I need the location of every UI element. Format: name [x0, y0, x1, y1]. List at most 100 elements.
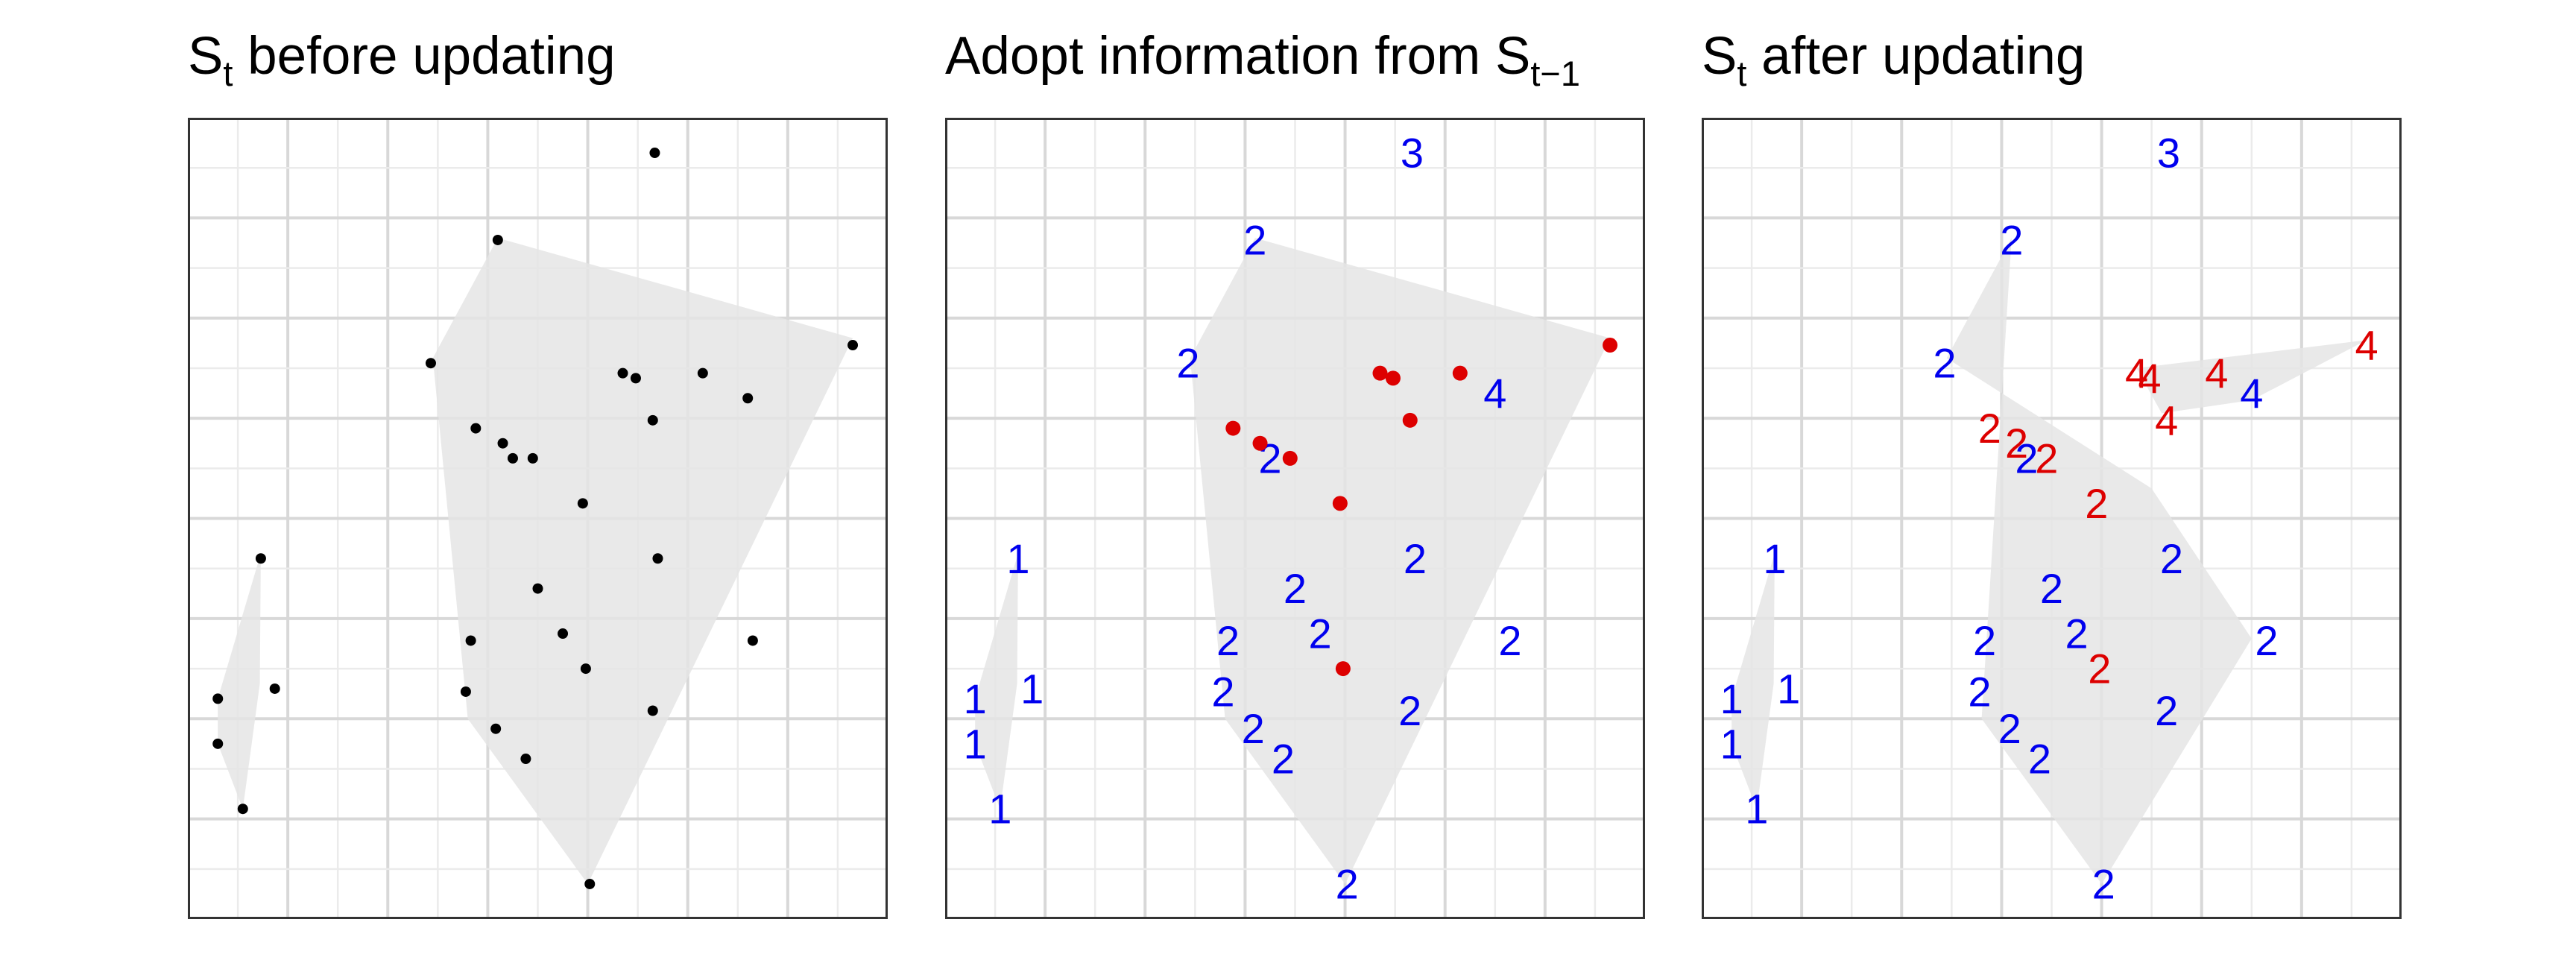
cluster-label: 2: [2065, 610, 2088, 657]
cluster-hull-2: [975, 553, 1018, 809]
panel-1-title: St before updating: [188, 27, 616, 91]
panel-border: [945, 118, 1645, 919]
data-point: [1252, 435, 1268, 451]
cluster-label: 2: [1272, 736, 1295, 783]
cluster-label: 4: [2155, 397, 2178, 443]
cluster-label: 1: [1020, 665, 1044, 712]
data-point: [425, 358, 436, 369]
panel-2-title-subscript: t−1: [1530, 54, 1580, 93]
cluster-label: 2: [1211, 668, 1234, 715]
data-point: [532, 583, 543, 594]
cluster-hull-2: [1731, 553, 1775, 809]
cluster-label: 2: [1284, 565, 1307, 612]
cluster-label: 2: [2092, 860, 2115, 907]
panel-border: [1702, 118, 2402, 919]
cluster-label: 2: [1968, 668, 1991, 715]
data-point: [649, 148, 660, 159]
cluster-label: 2: [2040, 565, 2063, 612]
panel-2-title-main: Adopt information from S: [945, 27, 1531, 86]
data-point: [492, 234, 503, 245]
data-point: [1282, 450, 1298, 466]
data-point: [1332, 496, 1348, 511]
cluster-label: 1: [1745, 786, 1768, 833]
cluster-label: 2: [1498, 617, 1521, 664]
data-point: [697, 367, 708, 379]
data-point: [847, 340, 859, 351]
panel-3-title-subscript: t: [1737, 54, 1747, 93]
data-point: [630, 373, 641, 384]
cluster-label: 2: [1404, 535, 1427, 582]
cluster-label: 2: [1243, 216, 1266, 263]
data-point: [1402, 412, 1418, 428]
cluster-label: 2: [1973, 617, 1996, 664]
data-point: [742, 393, 754, 404]
cluster-label: 4: [1483, 370, 1506, 417]
cluster-label: 1: [964, 675, 987, 722]
cluster-hull-2: [218, 553, 261, 809]
data-point: [558, 628, 569, 640]
cluster-hull-1: [1946, 238, 2252, 884]
data-point: [580, 663, 591, 675]
cluster-hull-1: [1190, 238, 1611, 884]
panel-1-title-rest: before updating: [233, 27, 616, 86]
data-point: [577, 498, 588, 509]
data-point: [617, 367, 628, 379]
cluster-label: 4: [2205, 350, 2228, 397]
data-point: [1335, 661, 1351, 677]
panel-1-title-subscript: t: [223, 54, 233, 93]
cluster-label: 2: [2255, 617, 2278, 664]
data-point: [647, 705, 658, 716]
cluster-label: 2: [2160, 535, 2183, 582]
cluster-label: 2: [1216, 617, 1240, 664]
data-point: [584, 878, 596, 889]
data-point: [1225, 420, 1241, 436]
cluster-label: 2: [1308, 610, 1331, 657]
cluster-hull-3: [2136, 340, 2367, 414]
cluster-label: 1: [1777, 665, 1800, 712]
cluster-label: 4: [2138, 355, 2161, 402]
cluster-label: 4: [2125, 350, 2148, 397]
cluster-label: 2: [2015, 435, 2038, 482]
cluster-label: 2: [2000, 216, 2023, 263]
data-point: [212, 693, 224, 704]
data-point: [652, 553, 663, 564]
cluster-label: 2: [1336, 860, 1359, 907]
data-point: [1452, 365, 1468, 381]
panel-1-title-main: S: [188, 27, 224, 86]
panel-border: [188, 118, 888, 919]
panel-3-title-rest: after updating: [1746, 27, 2086, 86]
cluster-label: 2: [1398, 687, 1421, 734]
cluster-label: 2: [2035, 435, 2058, 482]
panel-2-title: Adopt information from St−1: [945, 27, 1580, 91]
data-point: [269, 683, 280, 694]
data-point: [497, 438, 508, 449]
data-point: [1372, 365, 1388, 381]
data-point: [460, 686, 471, 697]
cluster-label: 1: [964, 720, 987, 767]
data-point: [470, 423, 482, 434]
data-point: [237, 804, 248, 815]
cluster-label: 2: [2088, 645, 2111, 692]
cluster-label: 1: [1720, 675, 1743, 722]
data-point: [527, 452, 538, 464]
cluster-label: 1: [1720, 720, 1743, 767]
data-point: [255, 553, 266, 564]
cluster-label: 2: [1242, 705, 1265, 752]
panel-3-title-main: S: [1702, 27, 1737, 86]
cluster-label: 3: [1401, 130, 1424, 177]
data-point: [647, 414, 658, 426]
cluster-label: 2: [1978, 405, 2001, 452]
data-point: [212, 738, 224, 749]
cluster-label: 4: [2240, 370, 2263, 417]
cluster-label: 2: [1176, 340, 1199, 387]
cluster-label: 1: [1006, 535, 1029, 582]
cluster-label: 3: [2157, 130, 2180, 177]
cluster-label: 2: [2155, 687, 2178, 734]
cluster-label: 2: [2005, 420, 2028, 467]
data-point: [1603, 338, 1618, 353]
data-point: [1385, 370, 1401, 386]
cluster-label: 1: [1763, 535, 1786, 582]
